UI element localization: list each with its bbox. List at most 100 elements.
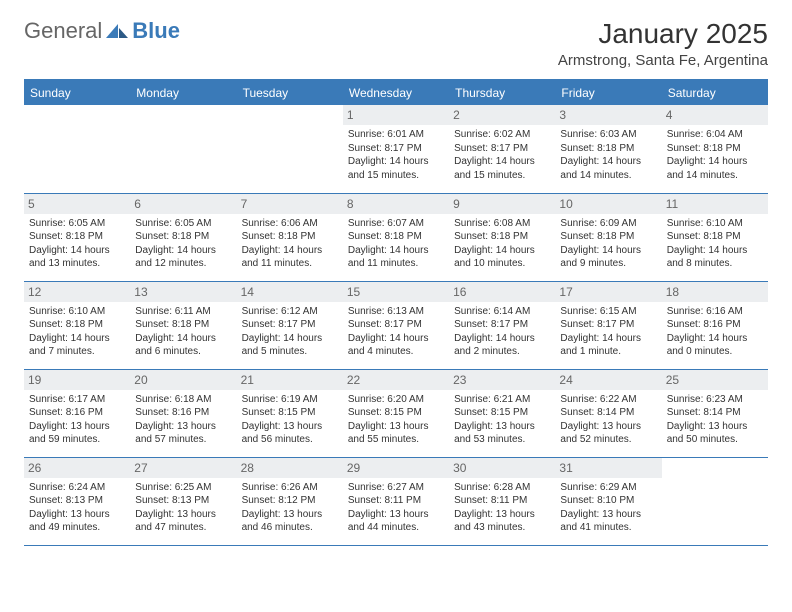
calendar-day: 21Sunrise: 6:19 AMSunset: 8:15 PMDayligh… — [237, 369, 343, 457]
sunrise-text: Sunrise: 6:20 AM — [348, 393, 444, 407]
daylight-text: Daylight: 13 hours — [135, 420, 231, 434]
daylight-text: and 14 minutes. — [560, 169, 656, 183]
calendar-day: 24Sunrise: 6:22 AMSunset: 8:14 PMDayligh… — [555, 369, 661, 457]
day-number: 24 — [555, 370, 661, 390]
calendar-day: 10Sunrise: 6:09 AMSunset: 8:18 PMDayligh… — [555, 193, 661, 281]
sunset-text: Sunset: 8:12 PM — [242, 494, 338, 508]
day-number: 15 — [343, 282, 449, 302]
sunset-text: Sunset: 8:18 PM — [454, 230, 550, 244]
calendar-day: 15Sunrise: 6:13 AMSunset: 8:17 PMDayligh… — [343, 281, 449, 369]
day-number: 27 — [130, 458, 236, 478]
daylight-text: and 49 minutes. — [29, 521, 125, 535]
calendar-day: 25Sunrise: 6:23 AMSunset: 8:14 PMDayligh… — [662, 369, 768, 457]
sunrise-text: Sunrise: 6:11 AM — [135, 305, 231, 319]
sunset-text: Sunset: 8:18 PM — [348, 230, 444, 244]
calendar-week: 19Sunrise: 6:17 AMSunset: 8:16 PMDayligh… — [24, 369, 768, 457]
day-header: Monday — [130, 80, 236, 105]
sunrise-text: Sunrise: 6:09 AM — [560, 217, 656, 231]
calendar-table: SundayMondayTuesdayWednesdayThursdayFrid… — [24, 79, 768, 546]
daylight-text: Daylight: 13 hours — [560, 508, 656, 522]
daylight-text: Daylight: 14 hours — [560, 332, 656, 346]
day-number: 30 — [449, 458, 555, 478]
daylight-text: Daylight: 14 hours — [135, 332, 231, 346]
sunset-text: Sunset: 8:15 PM — [348, 406, 444, 420]
sunrise-text: Sunrise: 6:23 AM — [667, 393, 763, 407]
daylight-text: and 52 minutes. — [560, 433, 656, 447]
calendar-week: 12Sunrise: 6:10 AMSunset: 8:18 PMDayligh… — [24, 281, 768, 369]
daylight-text: and 43 minutes. — [454, 521, 550, 535]
day-number: 25 — [662, 370, 768, 390]
calendar-day — [237, 105, 343, 193]
calendar-day: 27Sunrise: 6:25 AMSunset: 8:13 PMDayligh… — [130, 457, 236, 545]
day-number: 22 — [343, 370, 449, 390]
sunset-text: Sunset: 8:18 PM — [560, 230, 656, 244]
sunrise-text: Sunrise: 6:26 AM — [242, 481, 338, 495]
day-number: 21 — [237, 370, 343, 390]
daylight-text: and 4 minutes. — [348, 345, 444, 359]
calendar-day: 7Sunrise: 6:06 AMSunset: 8:18 PMDaylight… — [237, 193, 343, 281]
calendar-day: 22 Sunrise: 6:20 AMSunset: 8:15 PMDayligh… — [343, 369, 449, 457]
daylight-text: and 1 minute. — [560, 345, 656, 359]
sunset-text: Sunset: 8:18 PM — [667, 142, 763, 156]
day-number: 5 — [24, 194, 130, 214]
daylight-text: Daylight: 14 hours — [348, 244, 444, 258]
calendar-day: 26Sunrise: 6:24 AMSunset: 8:13 PMDayligh… — [24, 457, 130, 545]
sunrise-text: Sunrise: 6:22 AM — [560, 393, 656, 407]
daylight-text: Daylight: 13 hours — [454, 420, 550, 434]
daylight-text: Daylight: 13 hours — [348, 420, 444, 434]
daylight-text: and 7 minutes. — [29, 345, 125, 359]
day-number: 7 — [237, 194, 343, 214]
day-header: Tuesday — [237, 80, 343, 105]
sunset-text: Sunset: 8:17 PM — [560, 318, 656, 332]
sunset-text: Sunset: 8:18 PM — [135, 318, 231, 332]
daylight-text: and 59 minutes. — [29, 433, 125, 447]
daylight-text: Daylight: 13 hours — [29, 420, 125, 434]
day-header-row: SundayMondayTuesdayWednesdayThursdayFrid… — [24, 80, 768, 105]
sunrise-text: Sunrise: 6:13 AM — [348, 305, 444, 319]
daylight-text: Daylight: 14 hours — [454, 155, 550, 169]
daylight-text: and 14 minutes. — [667, 169, 763, 183]
sunrise-text: Sunrise: 6:15 AM — [560, 305, 656, 319]
daylight-text: and 56 minutes. — [242, 433, 338, 447]
calendar-week: 26Sunrise: 6:24 AMSunset: 8:13 PMDayligh… — [24, 457, 768, 545]
sunset-text: Sunset: 8:13 PM — [135, 494, 231, 508]
sunset-text: Sunset: 8:18 PM — [29, 318, 125, 332]
sunset-text: Sunset: 8:16 PM — [29, 406, 125, 420]
calendar-head: SundayMondayTuesdayWednesdayThursdayFrid… — [24, 80, 768, 105]
sunrise-text: Sunrise: 6:27 AM — [348, 481, 444, 495]
brand-part2: Blue — [132, 18, 180, 44]
daylight-text: Daylight: 14 hours — [667, 244, 763, 258]
daylight-text: and 10 minutes. — [454, 257, 550, 271]
day-number: 9 — [449, 194, 555, 214]
day-number: 28 — [237, 458, 343, 478]
sunset-text: Sunset: 8:17 PM — [348, 142, 444, 156]
calendar-day: 8Sunrise: 6:07 AMSunset: 8:18 PMDaylight… — [343, 193, 449, 281]
daylight-text: Daylight: 14 hours — [667, 155, 763, 169]
sail-icon — [104, 22, 130, 40]
calendar-day: 13Sunrise: 6:11 AMSunset: 8:18 PMDayligh… — [130, 281, 236, 369]
daylight-text: Daylight: 13 hours — [135, 508, 231, 522]
daylight-text: Daylight: 14 hours — [454, 244, 550, 258]
sunrise-text: Sunrise: 6:14 AM — [454, 305, 550, 319]
sunrise-text: Sunrise: 6:29 AM — [560, 481, 656, 495]
calendar-day: 2Sunrise: 6:02 AMSunset: 8:17 PMDaylight… — [449, 105, 555, 193]
daylight-text: and 8 minutes. — [667, 257, 763, 271]
calendar-day: 23Sunrise: 6:21 AMSunset: 8:15 PMDayligh… — [449, 369, 555, 457]
day-number: 1 — [343, 105, 449, 125]
sunset-text: Sunset: 8:18 PM — [135, 230, 231, 244]
daylight-text: and 53 minutes. — [454, 433, 550, 447]
calendar-day: 5Sunrise: 6:05 AMSunset: 8:18 PMDaylight… — [24, 193, 130, 281]
daylight-text: and 47 minutes. — [135, 521, 231, 535]
daylight-text: and 57 minutes. — [135, 433, 231, 447]
sunrise-text: Sunrise: 6:02 AM — [454, 128, 550, 142]
calendar-day: 19Sunrise: 6:17 AMSunset: 8:16 PMDayligh… — [24, 369, 130, 457]
day-number: 3 — [555, 105, 661, 125]
calendar-body: 1Sunrise: 6:01 AMSunset: 8:17 PMDaylight… — [24, 105, 768, 545]
daylight-text: and 11 minutes. — [242, 257, 338, 271]
calendar-day: 6Sunrise: 6:05 AMSunset: 8:18 PMDaylight… — [130, 193, 236, 281]
day-number: 18 — [662, 282, 768, 302]
calendar-day: 9Sunrise: 6:08 AMSunset: 8:18 PMDaylight… — [449, 193, 555, 281]
page-header: General Blue January 2025 Armstrong, San… — [24, 18, 768, 69]
calendar-week: 1Sunrise: 6:01 AMSunset: 8:17 PMDaylight… — [24, 105, 768, 193]
calendar-day: 20Sunrise: 6:18 AMSunset: 8:16 PMDayligh… — [130, 369, 236, 457]
